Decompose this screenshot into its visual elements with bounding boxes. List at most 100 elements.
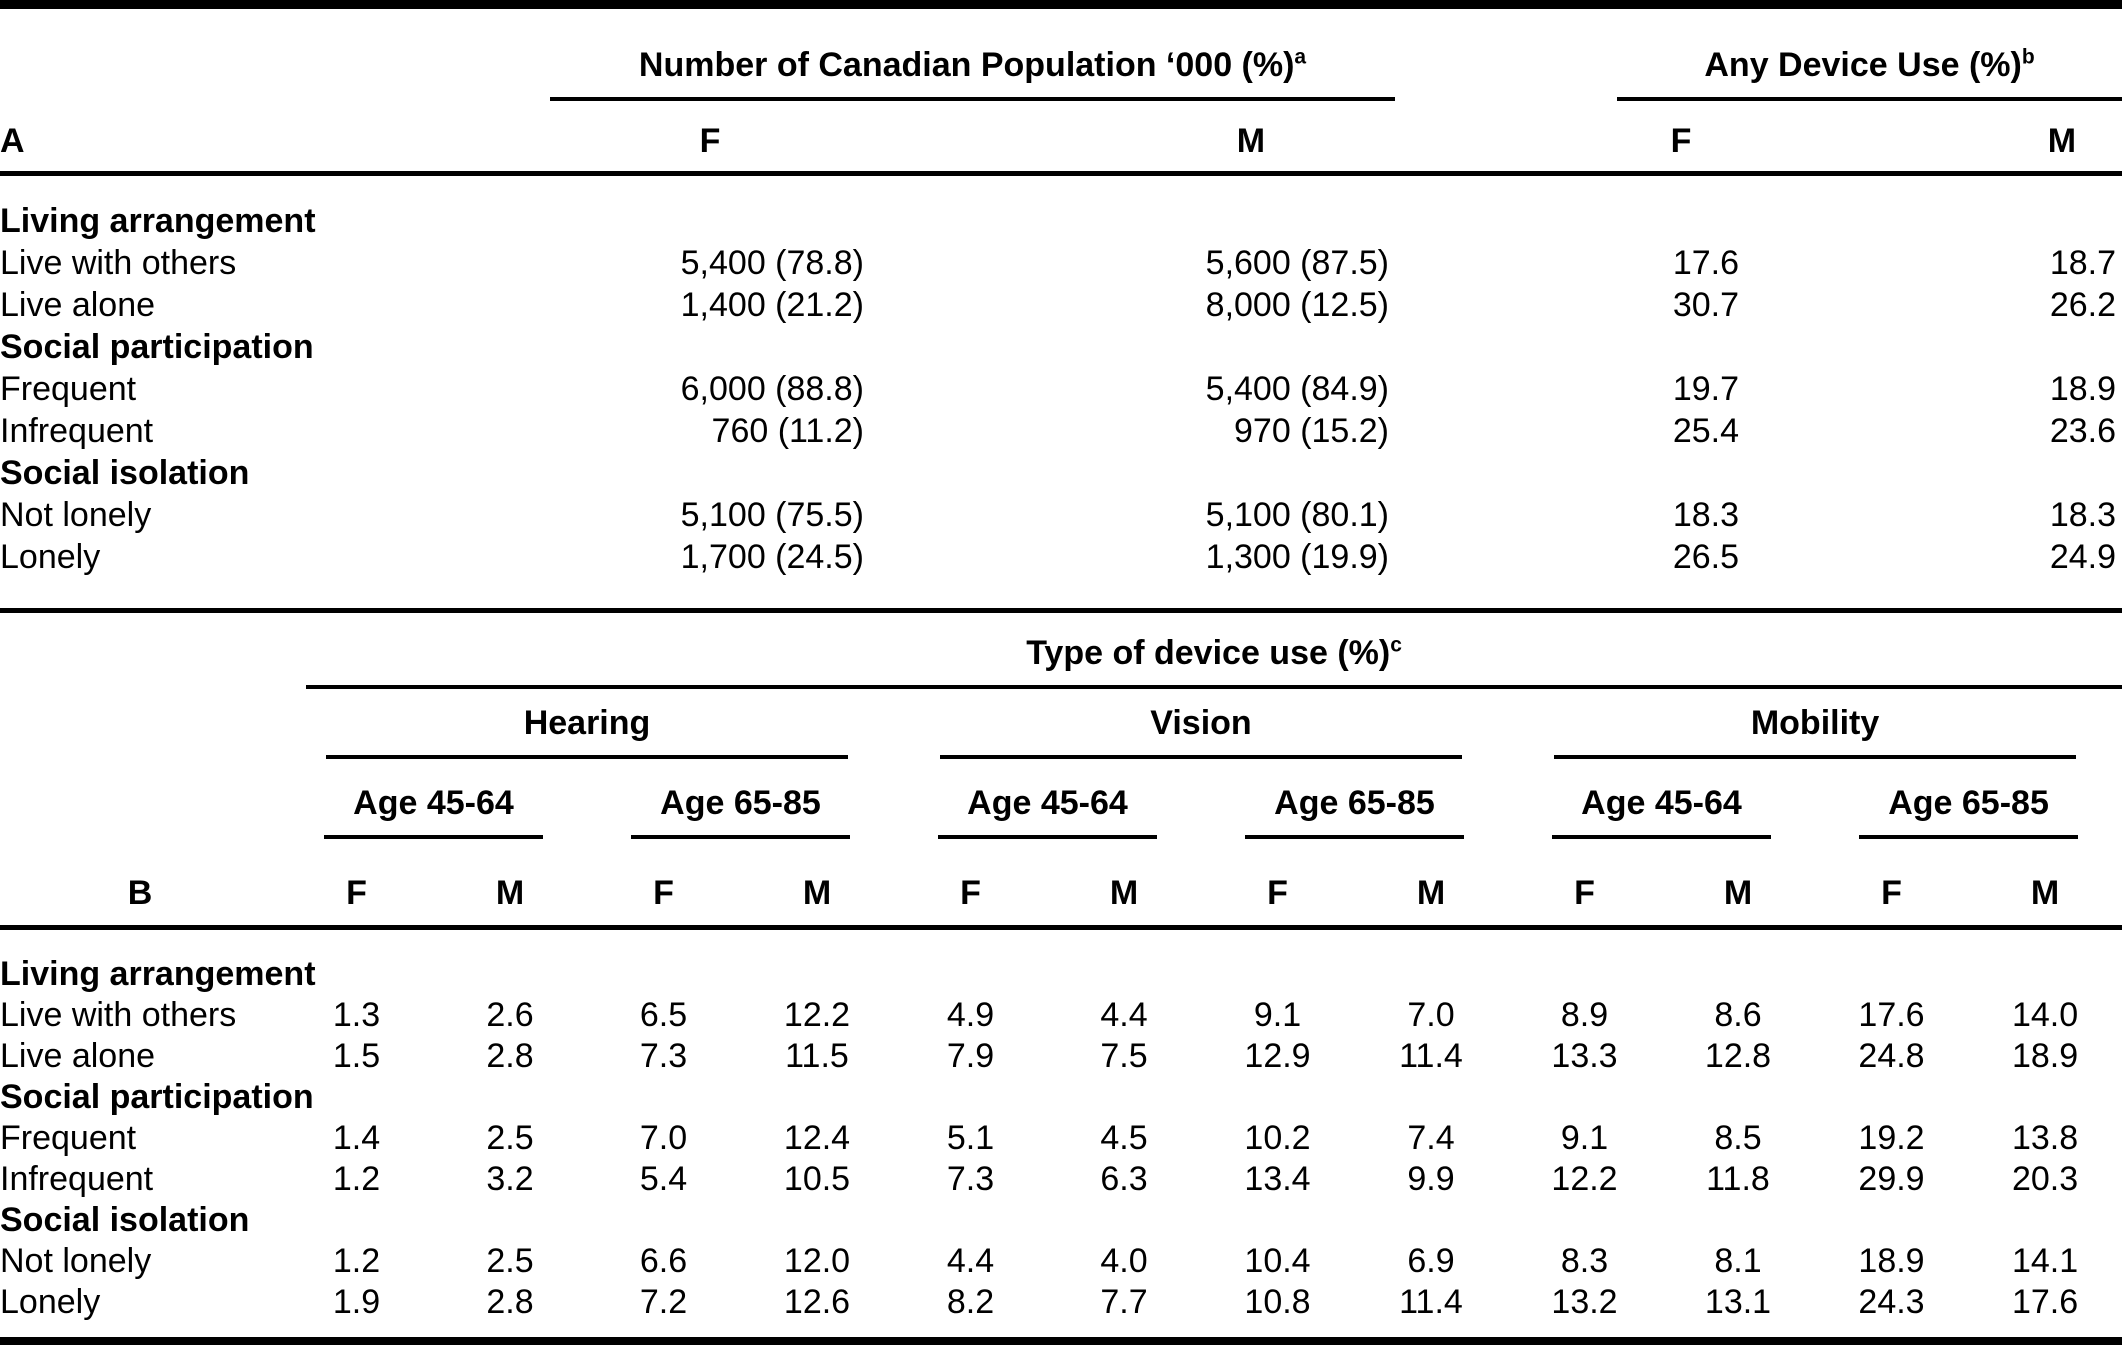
data-cell: 7.5 [1100, 1037, 1148, 1075]
data-cell: 5,100 (75.5) [680, 496, 864, 534]
data-cell: 5.4 [639, 1160, 688, 1198]
data-cell: 29.9 [1858, 1160, 1925, 1198]
blank-cell [1395, 99, 1618, 176]
any-device-group-header: Any Device Use (%)b [1617, 9, 2122, 101]
footnote-marker-b: b [2021, 45, 2035, 69]
blank-cell [1395, 9, 1617, 99]
age-header: Age 65-85 [587, 759, 894, 839]
gap-cell [1395, 536, 1617, 611]
data-cell: 3.2 [486, 1160, 534, 1198]
data-cell: 14.1 [2011, 1242, 2079, 1280]
data-cell: 11.8 [1706, 1160, 1770, 1198]
data-cell: 9.1 [1253, 996, 1302, 1034]
gap-cell [1395, 368, 1617, 410]
data-cell: 8.5 [1714, 1119, 1762, 1157]
data-cell: 760 (11.2) [711, 412, 864, 450]
panel-b-table: Type of device use (%)c Hearing Vision M… [0, 613, 2122, 1345]
data-cell: 25.4 [1672, 412, 1740, 450]
data-cell: 8.9 [1560, 996, 1609, 1034]
section-title: Living arrangement [0, 955, 316, 993]
age-header: Age 65-85 [1201, 759, 1508, 839]
table-row: Infrequent 760 (11.2) 970 (15.2) 25.4 23.6 [0, 410, 2122, 452]
table-row: Frequent 1.4 2.5 7.0 12.4 5.1 4.5 10.2 7.4 9.1 8.5… [0, 1118, 2122, 1159]
data-cell: 24.3 [1858, 1283, 1925, 1321]
row-label: Not lonely [0, 496, 152, 534]
panel-a-group-header-row: Number of Canadian Population ‘000 (%)a … [0, 9, 2122, 101]
data-cell: 7.4 [1407, 1119, 1455, 1157]
data-cell: 12.2 [1551, 1160, 1618, 1198]
section-header-row: Living arrangement [0, 174, 2122, 243]
data-cell: 7.0 [639, 1119, 688, 1157]
data-cell: 1.2 [332, 1160, 381, 1198]
col-header: M [740, 839, 894, 930]
row-label: Live alone [0, 286, 156, 324]
col-header-pop-f: F [550, 99, 870, 176]
col-header: M [1354, 839, 1508, 930]
data-cell: 18.3 [1672, 496, 1740, 534]
data-cell: 5,400 (84.9) [1205, 370, 1390, 408]
gap-cell [1395, 242, 1617, 284]
col-header-pop-m: M [870, 99, 1396, 176]
section-title: Social participation [0, 1078, 314, 1116]
device-label: Mobility [1750, 704, 1880, 742]
data-cell: 7.2 [639, 1283, 688, 1321]
type-of-device-label: Type of device use (%) [1026, 634, 1391, 672]
panel-a-body: Living arrangement Live with others 5,400 … [0, 174, 2122, 611]
data-cell: 8.3 [1560, 1242, 1609, 1280]
data-cell: 6.6 [639, 1242, 688, 1280]
col-header: F [1201, 839, 1354, 930]
data-cell: 14.0 [2011, 996, 2079, 1034]
row-label: Frequent [0, 370, 137, 408]
col-header-any-m: M [1745, 99, 2122, 176]
table-row: Live with others 1.3 2.6 6.5 12.2 4.9 4.4 9.1 7.… [0, 995, 2122, 1036]
any-device-group-label: Any Device Use (%) [1704, 46, 2022, 84]
data-cell: 19.2 [1858, 1119, 1925, 1157]
age-label: Age 65-85 [1274, 784, 1435, 822]
col-header: F [894, 839, 1047, 930]
device-label: Hearing [523, 704, 651, 742]
gap-cell [1395, 494, 1617, 536]
section-title: Living arrangement [0, 202, 316, 240]
data-cell: 9.1 [1560, 1119, 1609, 1157]
data-cell: 18.7 [2049, 244, 2117, 282]
data-cell: 26.2 [2049, 286, 2117, 324]
panel-b-sex-header-row: B F M F M F M F M F M F M [0, 839, 2122, 930]
col-header: F [587, 839, 740, 930]
data-cell: 26.5 [1672, 538, 1740, 576]
data-cell: 24.8 [1858, 1037, 1925, 1075]
data-cell: 6.3 [1100, 1160, 1148, 1198]
col-header: F [1815, 839, 1968, 930]
data-cell: 970 (15.2) [1234, 412, 1390, 450]
data-cell: 18.9 [1858, 1242, 1925, 1280]
data-cell: 7.7 [1100, 1283, 1148, 1321]
data-cell: 10.5 [783, 1160, 851, 1198]
col-header: M [1968, 839, 2122, 930]
section-header-row: Social participation [0, 326, 2122, 368]
col-header-any-f: F [1617, 99, 1746, 176]
data-cell: 5,100 (80.1) [1205, 496, 1390, 534]
device-header-vision: Vision [894, 689, 1508, 759]
data-cell: 8.1 [1714, 1242, 1762, 1280]
data-cell: 7.3 [639, 1037, 688, 1075]
row-label: Lonely [0, 538, 101, 576]
row-label: Live with others [0, 996, 237, 1034]
footnote-marker-c: c [1390, 633, 1402, 657]
data-cell: 12.4 [783, 1119, 851, 1157]
panel-a-label: A [0, 99, 550, 176]
data-cell: 2.5 [486, 1242, 534, 1280]
section-title: Social participation [0, 328, 314, 366]
data-cell: 4.4 [1100, 996, 1148, 1034]
data-cell: 12.6 [783, 1283, 851, 1321]
table-row: Lonely 1.9 2.8 7.2 12.6 8.2 7.7 10.8 11.4 13.2 13.… [0, 1282, 2122, 1341]
age-label: Age 45-64 [353, 784, 514, 822]
data-cell: 4.4 [946, 1242, 995, 1280]
age-header: Age 45-64 [894, 759, 1201, 839]
table-row: Lonely 1,700 (24.5) 1,300 (19.9) 26.5 24.9 [0, 536, 2122, 611]
data-cell: 1,300 (19.9) [1205, 538, 1390, 576]
data-cell: 4.5 [1100, 1119, 1148, 1157]
gap-cell [1395, 284, 1617, 326]
row-label: Infrequent [0, 412, 154, 450]
type-of-device-group-header: Type of device use (%)c [280, 613, 2122, 689]
age-label: Age 45-64 [967, 784, 1128, 822]
